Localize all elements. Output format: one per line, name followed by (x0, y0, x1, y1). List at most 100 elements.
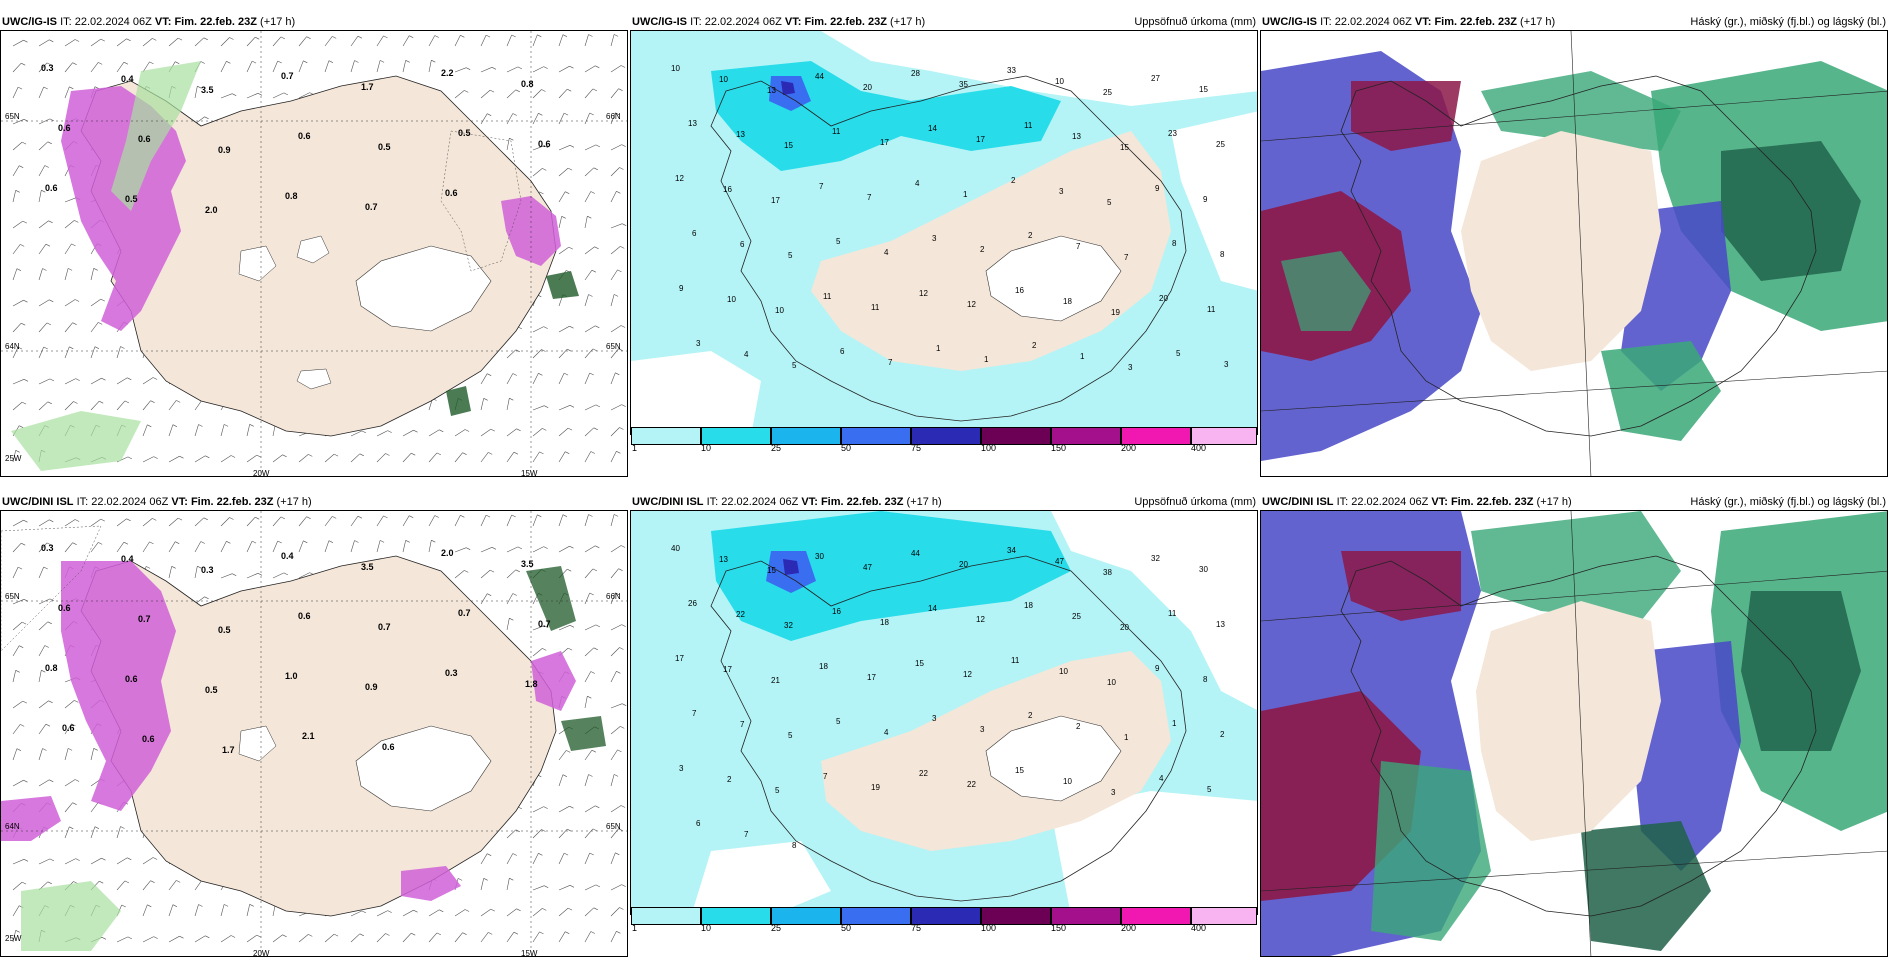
panel-top-left: UWC/IG-IS IT: 22.02.2024 06Z VT: Fim. 22… (0, 15, 630, 477)
value-label: 0.7 (538, 619, 551, 629)
wind-barb-flag (464, 429, 470, 432)
wind-barb-flag (516, 428, 521, 432)
wind-barb-flag (251, 60, 257, 64)
wind-barb-flag (45, 723, 51, 727)
value-label: 4 (884, 248, 889, 257)
wind-barb-flag (431, 539, 436, 543)
value-label: 6 (692, 229, 697, 238)
precip-map[interactable]: 40 13 15 30 47 44 20 34 47 38 32 30 26 22 32 16 18 14 12 18… (630, 510, 1258, 915)
wind-barb-flag (171, 566, 176, 569)
wind-barb (584, 88, 594, 99)
wind-barb (298, 36, 307, 47)
wind-barb-flag (539, 451, 544, 455)
panel-header: UWC/DINI ISL IT: 22.02.2024 06Z VT: Fim.… (2, 495, 628, 510)
wind-barb (558, 427, 569, 437)
cloud-map[interactable] (1260, 510, 1888, 957)
value-label: 0.9 (365, 682, 378, 692)
wind-barb-flag (42, 268, 47, 271)
wind-barb (38, 39, 50, 47)
wind-barb-flag (595, 884, 601, 888)
wind-barb (38, 621, 49, 631)
lead-time: (+17 h) (276, 496, 312, 508)
wind-barb (324, 540, 330, 553)
wind-barb (220, 573, 233, 579)
wind-barb-flag (569, 325, 574, 329)
value-label: 26 (688, 599, 697, 608)
wind-barb-flag (98, 322, 103, 325)
wind-barb (12, 299, 24, 307)
wind-barb (558, 112, 565, 125)
wind-barb-flag (74, 220, 79, 223)
value-label: 3.5 (361, 562, 374, 572)
wind-snow-map[interactable]: 65N 64N 25W 20W 15W 66N 65N 0.3 0.4 0.3 0.4… (0, 510, 628, 957)
wind-barb (610, 884, 622, 891)
wind-barb (324, 933, 335, 943)
wind-barb-flag (464, 909, 470, 912)
wind-barb (12, 566, 19, 579)
wind-barb-flag (357, 35, 363, 39)
wind-barb-flag (256, 454, 261, 458)
wind-barb (38, 322, 48, 333)
cloud-map[interactable] (1260, 30, 1888, 477)
wind-barb (506, 373, 514, 385)
wind-barb-flag (517, 546, 523, 550)
snow-area-east (531, 651, 576, 711)
wind-barb-flag (512, 113, 517, 116)
wind-barb (116, 857, 128, 865)
wind-barb (116, 518, 127, 527)
wind-barb-flag (176, 400, 181, 403)
wind-barb (584, 624, 597, 631)
wind-barb (610, 624, 622, 631)
wind-barb-flag (46, 542, 52, 546)
wind-barb (558, 216, 562, 229)
value-label: 13 (736, 130, 745, 139)
value-label: 0.4 (121, 554, 134, 564)
wind-snow-map[interactable]: 65N 64N 25W 20W 15W 66N 65N 0.3 0.4 3.5 0.7… (0, 30, 628, 477)
wind-barb (220, 61, 227, 73)
value-label: 15 (915, 659, 924, 668)
wind-barb-flag (74, 519, 80, 522)
wind-barb-flag (617, 749, 622, 753)
legend-tick: 150 (1051, 923, 1067, 933)
wind-barb (90, 826, 96, 839)
model-name: UWC/DINI ISL (1262, 496, 1334, 508)
wind-barb-flag (613, 514, 619, 517)
wind-barb (12, 859, 25, 865)
wind-barb (610, 907, 620, 917)
value-label: 25 (1216, 140, 1225, 149)
wind-barb-flag (593, 907, 598, 911)
cloud-low-north (1341, 551, 1461, 621)
wind-barb-flag (23, 379, 29, 382)
wind-barb (610, 774, 615, 787)
wind-barb-flag (509, 397, 514, 401)
value-label: 13 (1072, 132, 1081, 141)
wind-barb-flag (41, 189, 46, 193)
value-label: 2 (1220, 730, 1225, 739)
wind-barb-flag (590, 931, 595, 934)
wind-barb-flag (49, 779, 54, 783)
cloud-high-south (1601, 341, 1721, 441)
value-label: 7 (692, 709, 697, 718)
init-time: 22.02.2024 06Z (1351, 496, 1429, 508)
wind-barb (532, 373, 539, 385)
wind-barb-flag (590, 451, 595, 454)
wind-barb (38, 220, 49, 229)
wind-barb (142, 424, 148, 437)
wind-barb-flag (333, 933, 339, 937)
wind-barb (142, 456, 154, 463)
precip-map[interactable]: 10 10 13 44 20 28 35 33 10 25 27 15 13 13 15 11 17 14 17 11… (630, 30, 1258, 435)
value-label: 30 (1199, 565, 1208, 574)
wind-barb (454, 909, 466, 917)
wind-barb-flag (466, 67, 471, 70)
wind-barb-flag (204, 116, 209, 120)
wind-barb (480, 89, 491, 99)
wind-barb-flag (379, 540, 385, 543)
wind-barb-flag (205, 935, 210, 939)
wind-barb-flag (361, 430, 367, 434)
legend-swatch (771, 907, 841, 925)
wind-barb (220, 517, 230, 527)
wind-barb-flag (595, 624, 601, 628)
wind-barb (584, 696, 588, 709)
wind-barb (610, 568, 619, 579)
wind-barb (506, 829, 517, 839)
